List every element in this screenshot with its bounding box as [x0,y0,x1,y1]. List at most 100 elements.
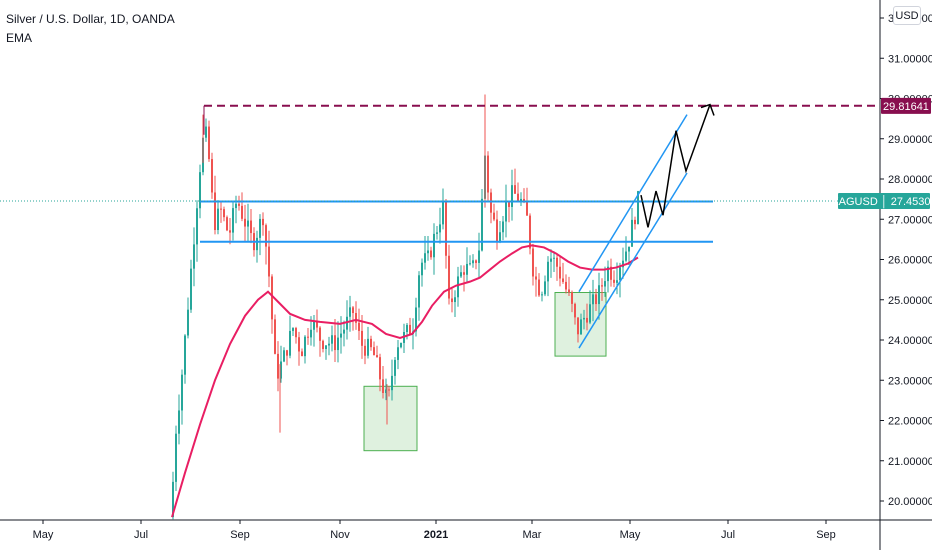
demand-zone-1[interactable] [363,385,418,452]
candle-body [532,248,534,277]
y-tick-label: 25.00000 [888,295,932,307]
candle-body [514,185,516,194]
candle-body [217,208,219,231]
candle-body [505,202,507,222]
x-tick-label: May [33,529,54,541]
x-tick-label: Sep [816,529,836,541]
candle-body [541,294,543,296]
candle-body [370,338,372,348]
y-tick-label: 23.00000 [888,375,932,387]
candle-body [499,232,501,242]
y-tick-label: 29.00000 [888,134,932,146]
x-tick-label: Sep [230,529,250,541]
candle-body [451,298,453,303]
candle-body [181,374,183,411]
currency-button[interactable]: USD [893,6,921,25]
ema-line[interactable] [171,244,639,518]
candle-body [463,272,465,275]
candle-body [619,267,621,281]
last-price-label: XAGUSD │ 27.45300 [831,194,932,209]
candle-body [337,337,339,351]
candle-body [265,225,267,247]
candle-body [328,343,330,346]
candle-body [301,351,303,357]
legend-indicator[interactable]: EMA [6,31,33,45]
candle-body [274,319,276,354]
candle-body [445,201,447,256]
candle-body [220,208,222,210]
candle-body [601,285,603,287]
x-tick-label: Jul [134,529,148,541]
candle-body [244,218,246,227]
candle-body [520,198,522,201]
candle-body [238,203,240,206]
candle-body [424,253,426,263]
candle-body [436,232,438,234]
candle-body [469,263,471,265]
candle-body [304,336,306,357]
candle-body [544,281,546,295]
candle-body [175,433,177,482]
candle-body [565,281,567,290]
target-price-label-bg [881,97,931,114]
candle-body [457,276,459,298]
candle-body [316,321,318,328]
candle-body [256,237,258,251]
candle-body [355,313,357,323]
candle-body [331,335,333,344]
candle-body [574,303,576,318]
candle-body [352,307,354,314]
candle-body [367,338,369,356]
candle-body [178,410,180,434]
candle-body [247,220,249,227]
candle-body [625,251,627,261]
candle-body [439,224,441,233]
channel-upper-line[interactable] [578,114,688,293]
y-tick-label: 22.00000 [888,416,932,428]
candle-body [535,276,537,280]
y-tick-label: 27.00000 [888,214,932,226]
candle-body [526,200,528,216]
candle-body [289,330,291,356]
projection-path[interactable] [640,104,711,228]
candle-body [628,246,630,252]
projection-arrowhead [700,103,715,116]
candle-body [310,329,312,338]
candle-body [502,221,504,233]
candle-body [589,304,591,323]
candle-body [433,233,435,258]
candle-body [634,219,636,225]
candle-body [472,260,474,264]
candle-body [496,219,498,242]
candle-body [553,257,555,259]
candle-body [604,281,606,287]
target-price-label: 29.81641 [883,101,929,113]
y-tick-label: 26.00000 [888,255,932,267]
channel-lower-line[interactable] [578,172,688,349]
candle-body [394,359,396,376]
candle-body [325,345,327,350]
candle-body [559,266,561,279]
candle-body [343,329,345,334]
candle-body [409,324,411,334]
candle-body [430,250,432,258]
x-tick-label: Nov [330,529,350,541]
candle-body [523,198,525,201]
candle-body [622,260,624,268]
candle-body [613,279,615,283]
y-tick-label: 21.00000 [888,456,932,468]
candle-body [322,340,324,350]
candle-body [298,337,300,352]
candle-body [193,244,195,269]
candle-body [568,289,570,293]
candle-body [376,355,378,358]
candle-body [571,292,573,304]
candle-body [271,276,273,320]
candle-body [334,335,336,351]
candle-body [184,335,186,375]
last-price-label-bg [838,193,930,210]
candle-body [199,172,201,209]
candle-body [259,218,261,238]
